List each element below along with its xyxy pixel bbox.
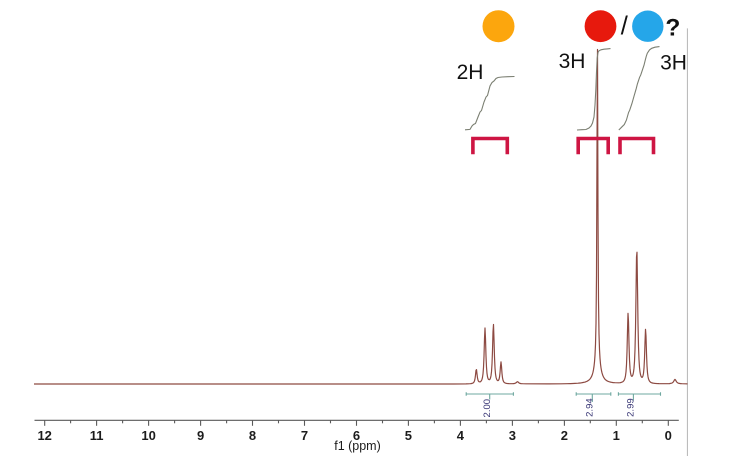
svg-text:2.94: 2.94 — [584, 398, 595, 417]
svg-text:10: 10 — [141, 428, 155, 443]
svg-text:2.00: 2.00 — [482, 399, 493, 418]
svg-text:5: 5 — [405, 428, 412, 443]
svg-text:f1 (ppm): f1 (ppm) — [334, 439, 381, 453]
svg-text:12: 12 — [37, 428, 51, 443]
svg-text:3H: 3H — [559, 50, 586, 73]
svg-text:4: 4 — [457, 428, 465, 443]
svg-text:0: 0 — [665, 428, 672, 443]
svg-text:8: 8 — [249, 428, 256, 443]
svg-text:2H: 2H — [457, 61, 484, 84]
svg-text:7: 7 — [301, 428, 308, 443]
svg-text:1: 1 — [613, 428, 620, 443]
svg-text:2.99: 2.99 — [625, 398, 636, 417]
svg-text:2: 2 — [561, 428, 568, 443]
svg-text:/: / — [621, 13, 629, 41]
svg-text:6: 6 — [353, 428, 360, 443]
svg-text:3H: 3H — [660, 52, 687, 75]
svg-text:?: ? — [665, 14, 680, 41]
svg-text:3: 3 — [509, 428, 516, 443]
svg-text:9: 9 — [197, 428, 204, 443]
svg-text:11: 11 — [90, 428, 104, 443]
